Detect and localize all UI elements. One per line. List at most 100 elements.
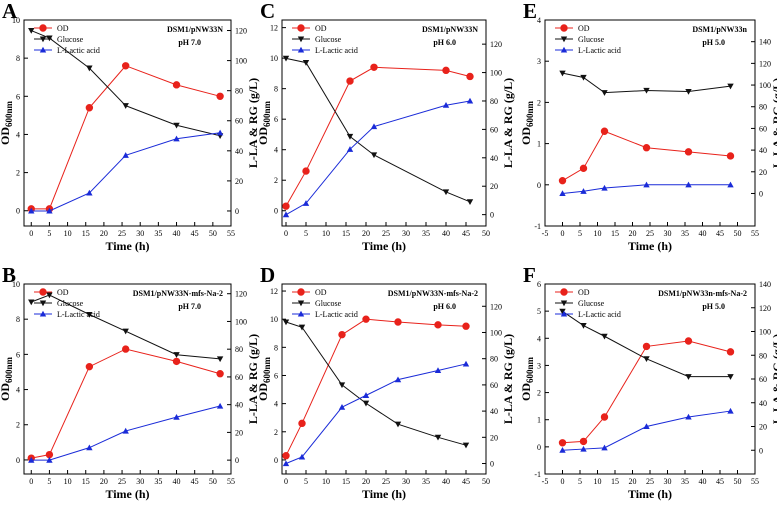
data-point-l-lactic-acid bbox=[28, 456, 35, 463]
x-tick-label: 30 bbox=[664, 229, 672, 238]
x-tick-label: 45 bbox=[716, 477, 724, 486]
chart-panel-a: 0 5 10 15 20 25 30 35 40 45 50 55024681002040608010… bbox=[0, 0, 260, 253]
x-tick-label: 0 bbox=[561, 229, 565, 238]
x-tick-label: 35 bbox=[422, 229, 430, 238]
x-tick-label: 0 bbox=[284, 477, 288, 486]
data-point-od bbox=[302, 167, 310, 175]
x-tick-label: 10 bbox=[64, 229, 72, 238]
y2-tick-label: 100 bbox=[759, 328, 771, 337]
y2-tick-label: 0 bbox=[235, 456, 239, 465]
data-point-glucose bbox=[601, 333, 608, 340]
x-tick-label: 45 bbox=[462, 229, 470, 238]
x-axis-label: Time (h) bbox=[105, 239, 149, 253]
y2-tick-label: 20 bbox=[759, 168, 767, 177]
y-tick-label: 2 bbox=[274, 428, 278, 437]
x-tick-label: 15 bbox=[611, 477, 619, 486]
y2-tick-label: 0 bbox=[235, 207, 239, 216]
data-point-l-lactic-acid bbox=[346, 146, 354, 152]
x-tick-label: 35 bbox=[681, 229, 689, 238]
data-point-l-lactic-acid bbox=[122, 152, 129, 158]
x-tick-label: 5 bbox=[578, 229, 582, 238]
data-point-l-lactic-acid bbox=[643, 423, 650, 430]
strain-label: DSM1/pNW33N-mfs-Na-2 bbox=[133, 289, 223, 298]
x-tick-label: 5 bbox=[304, 477, 308, 486]
data-point-od bbox=[442, 66, 450, 75]
data-point-glucose bbox=[338, 382, 346, 389]
legend-label: L-Lactic acid bbox=[578, 310, 621, 319]
x-tick-label: 20 bbox=[629, 229, 637, 238]
data-point-glucose bbox=[282, 55, 290, 62]
y2-tick-label: 60 bbox=[759, 124, 767, 133]
y2-tick-label: 40 bbox=[235, 147, 243, 156]
x-tick-label: 15 bbox=[611, 229, 619, 238]
x-tick-label: 30 bbox=[136, 229, 144, 238]
data-point-od bbox=[282, 452, 290, 460]
x-tick-label: 15 bbox=[342, 477, 350, 486]
data-point-od bbox=[346, 77, 354, 85]
series-line-glucose bbox=[31, 294, 221, 360]
x-tick-label: 40 bbox=[173, 477, 181, 486]
y2-axis-label: L-LA & RG (g/L) bbox=[501, 78, 515, 168]
legend-marker bbox=[297, 36, 305, 43]
plot-frame bbox=[281, 283, 487, 475]
legend-marker bbox=[297, 288, 305, 296]
x-tick-label: 5 bbox=[304, 229, 308, 238]
data-point-l-lactic-acid bbox=[282, 211, 290, 218]
y-tick-label: 5 bbox=[537, 307, 541, 316]
y2-axis-label: L-LA & RG (g/L) bbox=[770, 334, 777, 424]
data-point-l-lactic-acid bbox=[362, 392, 370, 398]
x-tick-label: 35 bbox=[422, 477, 430, 486]
data-point-od bbox=[462, 322, 470, 330]
y-tick-label: 1 bbox=[537, 416, 541, 425]
y-tick-label: 10 bbox=[12, 280, 20, 289]
x-tick-label: 10 bbox=[594, 229, 602, 238]
legend-marker bbox=[560, 36, 568, 43]
data-point-od bbox=[642, 144, 651, 152]
data-point-glucose bbox=[727, 374, 734, 380]
y-tick-label: 4 bbox=[537, 16, 541, 25]
x-tick-label: 50 bbox=[209, 477, 217, 486]
data-point-glucose bbox=[580, 74, 587, 81]
legend-label: Glucose bbox=[315, 299, 342, 308]
data-point-od bbox=[600, 127, 609, 135]
x-axis-label: Time (h) bbox=[628, 487, 672, 501]
data-point-glucose bbox=[370, 152, 378, 159]
chart-panel-d: 0 5 10 15 20 25 30 35 40 45 5002468101202040608010… bbox=[256, 263, 515, 501]
data-point-od bbox=[282, 202, 290, 210]
data-point-od bbox=[121, 345, 130, 353]
y2-tick-label: 0 bbox=[759, 189, 763, 198]
y2-tick-label: 40 bbox=[490, 407, 498, 416]
legend-label: Glucose bbox=[578, 35, 605, 44]
strain-label: DSM1/pNW33N bbox=[167, 25, 223, 34]
legend-marker bbox=[297, 46, 305, 53]
x-tick-label: 15 bbox=[82, 477, 90, 486]
x-tick-label: 50 bbox=[734, 229, 742, 238]
legend-marker bbox=[297, 24, 305, 32]
y2-tick-label: 60 bbox=[490, 381, 498, 390]
y2-tick-label: 100 bbox=[759, 81, 771, 90]
x-tick-label: 0 bbox=[29, 477, 33, 486]
data-point-glucose bbox=[122, 328, 129, 335]
data-point-l-lactic-acid bbox=[394, 376, 402, 383]
data-point-od bbox=[45, 450, 54, 459]
x-tick-label: 40 bbox=[442, 229, 450, 238]
y2-tick-label: 80 bbox=[235, 345, 243, 354]
x-tick-label: 35 bbox=[681, 477, 689, 486]
legend-label: Glucose bbox=[57, 299, 84, 308]
y-tick-label: 12 bbox=[270, 24, 278, 33]
y-tick-label: 6 bbox=[16, 92, 20, 101]
legend-marker bbox=[560, 310, 568, 317]
x-tick-label: 15 bbox=[82, 229, 90, 238]
x-tick-label: 30 bbox=[402, 229, 410, 238]
x-tick-label: 55 bbox=[227, 477, 235, 486]
data-point-glucose bbox=[462, 442, 470, 449]
y2-tick-label: 120 bbox=[235, 290, 247, 299]
x-tick-label: 25 bbox=[382, 477, 390, 486]
data-point-od bbox=[558, 439, 567, 447]
panel-letter: B bbox=[2, 263, 16, 287]
x-axis-label: Time (h) bbox=[105, 487, 149, 501]
data-point-glucose bbox=[559, 308, 566, 315]
x-tick-label: 0 bbox=[561, 477, 565, 486]
data-point-glucose bbox=[601, 90, 608, 96]
y2-tick-label: 120 bbox=[490, 40, 502, 49]
